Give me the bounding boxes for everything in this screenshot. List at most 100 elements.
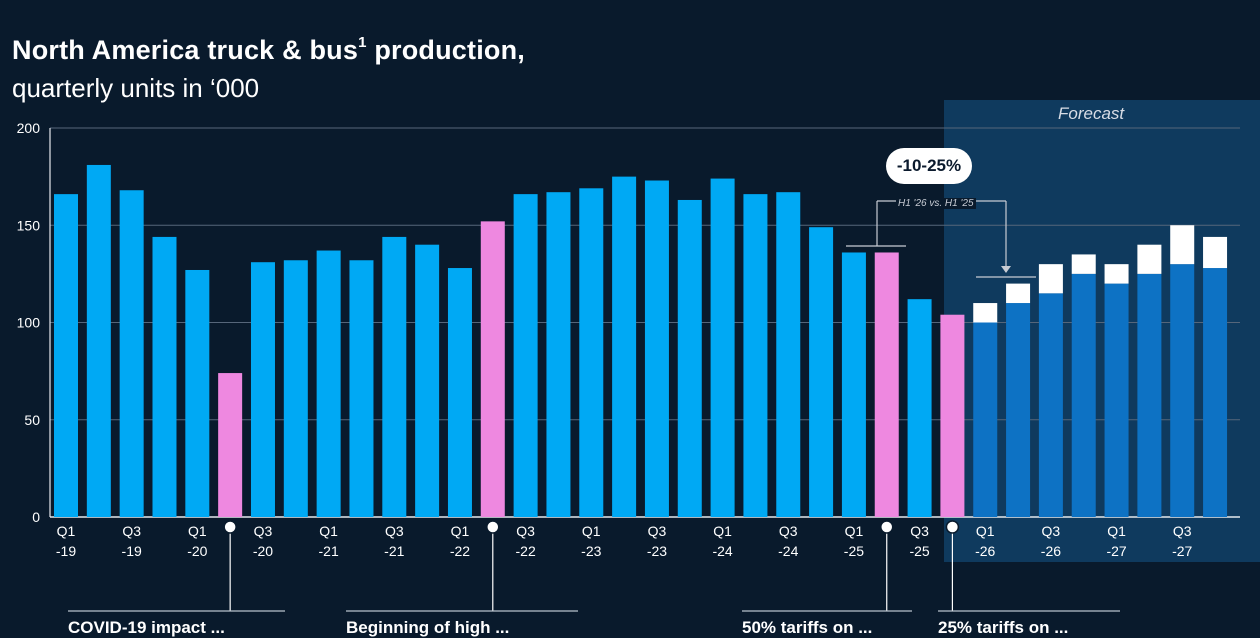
event-marker-dot (945, 520, 960, 534)
bar-actual-Q3-22 (513, 194, 538, 517)
bar-forecast-range-Q3-26 (1038, 264, 1063, 294)
x-tick-year: -22 (516, 543, 536, 559)
x-tick-year: -19 (56, 543, 76, 559)
bar-forecast-low-Q1-26 (973, 322, 998, 517)
bar-actual-Q2-20 (218, 373, 243, 517)
event-marker-dot (223, 520, 237, 534)
bar-actual-Q2-25 (874, 252, 899, 518)
event-text-tariffs-25: 25% tariffs on ... (938, 618, 1069, 637)
y-tick-label: 0 (32, 509, 40, 525)
x-tick-year: -26 (1041, 543, 1061, 559)
bar-actual-Q2-22 (480, 221, 505, 518)
bar-forecast-range-Q2-27 (1137, 244, 1162, 274)
bar-forecast-low-Q2-27 (1137, 273, 1162, 517)
bar-actual-Q1-19 (54, 194, 78, 517)
event-marker-dot (880, 520, 894, 534)
y-tick-label: 100 (17, 315, 41, 331)
x-tick-quarter: Q1 (845, 523, 864, 539)
bar-actual-Q3-25 (907, 299, 932, 517)
event-text-high: Beginning of high ... (346, 618, 510, 637)
x-tick-year: -24 (778, 543, 798, 559)
bar-actual-Q4-25 (940, 314, 965, 517)
bar-actual-Q4-23 (677, 199, 702, 517)
x-tick-year: -23 (581, 543, 601, 559)
bar-actual-Q2-19 (86, 164, 111, 517)
bar-actual-Q1-20 (185, 269, 210, 517)
x-tick-quarter: Q1 (451, 523, 470, 539)
bar-actual-Q1-25 (841, 252, 866, 518)
bar-actual-Q4-21 (415, 244, 440, 517)
x-tick-year: -20 (253, 543, 273, 559)
chart-title-text: North America truck & bus (12, 35, 359, 65)
event-text-tariffs-50: 50% tariffs on ... (742, 618, 873, 637)
bar-actual-Q1-23 (579, 188, 604, 518)
x-tick-quarter: Q1 (976, 523, 995, 539)
x-tick-quarter: Q1 (57, 523, 76, 539)
bar-actual-Q4-20 (283, 260, 308, 517)
bar-actual-Q3-21 (382, 236, 407, 518)
x-tick-quarter: Q3 (122, 523, 141, 539)
bar-forecast-range-Q4-27 (1203, 236, 1228, 269)
x-tick-quarter: Q3 (1042, 523, 1061, 539)
bar-actual-Q2-21 (349, 260, 374, 517)
x-tick-quarter: Q3 (1173, 523, 1192, 539)
bar-actual-Q2-24 (743, 194, 768, 517)
event-marker-dot (486, 520, 500, 534)
y-tick-label: 50 (24, 412, 40, 428)
bar-forecast-range-Q1-26 (973, 303, 998, 323)
x-tick-quarter: Q3 (648, 523, 667, 539)
y-tick-label: 200 (17, 120, 41, 136)
x-tick-year: -25 (909, 543, 929, 559)
bar-forecast-range-Q1-27 (1104, 264, 1129, 284)
chart-title-footnote: 1 (358, 34, 367, 51)
bar-forecast-range-Q4-26 (1071, 254, 1096, 274)
x-tick-year: -27 (1172, 543, 1192, 559)
bar-actual-Q3-19 (119, 190, 144, 518)
bar-forecast-low-Q3-26 (1038, 293, 1063, 517)
y-tick-label: 150 (17, 217, 41, 233)
x-tick-year: -21 (319, 543, 339, 559)
bar-actual-Q3-23 (644, 180, 669, 517)
chart-subtitle: quarterly units in ‘000 (12, 73, 260, 103)
x-tick-year: -20 (187, 543, 207, 559)
bar-forecast-low-Q4-26 (1071, 273, 1096, 517)
x-tick-quarter: Q1 (582, 523, 601, 539)
x-tick-year: -24 (712, 543, 732, 559)
chart-title: North America truck & bus1 production, (12, 34, 525, 66)
bar-actual-Q3-24 (776, 192, 801, 517)
x-tick-quarter: Q1 (1107, 523, 1126, 539)
x-tick-year: -19 (122, 543, 142, 559)
chart-title-suffix: production, (366, 35, 526, 65)
x-tick-quarter: Q3 (910, 523, 929, 539)
bar-actual-Q3-20 (250, 262, 275, 517)
x-tick-year: -26 (975, 543, 995, 559)
bar-forecast-low-Q1-27 (1104, 283, 1129, 517)
forecast-label: Forecast (1058, 104, 1125, 123)
x-tick-quarter: Q3 (516, 523, 535, 539)
bar-actual-Q1-21 (316, 250, 341, 517)
x-tick-quarter: Q1 (188, 523, 207, 539)
bar-forecast-range-Q3-27 (1170, 225, 1195, 265)
change-bubble: -10-25% (886, 148, 972, 184)
bar-actual-Q4-24 (809, 227, 834, 517)
x-tick-year: -25 (844, 543, 864, 559)
x-tick-year: -22 (450, 543, 470, 559)
bar-actual-Q2-23 (612, 176, 637, 517)
bar-forecast-range-Q2-26 (1006, 283, 1031, 304)
x-tick-quarter: Q1 (319, 523, 338, 539)
bar-forecast-low-Q3-27 (1170, 264, 1195, 517)
change-period-note: H1 '26 vs. H1 '25 (896, 198, 976, 209)
x-tick-year: -27 (1106, 543, 1126, 559)
event-text-covid: COVID-19 impact ... (68, 618, 225, 637)
x-tick-year: -23 (647, 543, 667, 559)
x-tick-quarter: Q3 (385, 523, 404, 539)
bar-forecast-low-Q2-26 (1006, 303, 1031, 517)
bar-actual-Q4-22 (546, 192, 571, 517)
bar-actual-Q1-22 (447, 268, 472, 517)
bar-actual-Q4-19 (152, 236, 177, 518)
bar-forecast-low-Q4-27 (1203, 268, 1228, 517)
x-tick-quarter: Q1 (713, 523, 732, 539)
x-tick-quarter: Q3 (254, 523, 273, 539)
x-tick-quarter: Q3 (779, 523, 798, 539)
